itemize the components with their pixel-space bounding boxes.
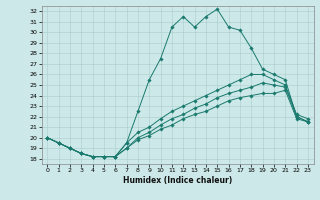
X-axis label: Humidex (Indice chaleur): Humidex (Indice chaleur) [123, 176, 232, 185]
